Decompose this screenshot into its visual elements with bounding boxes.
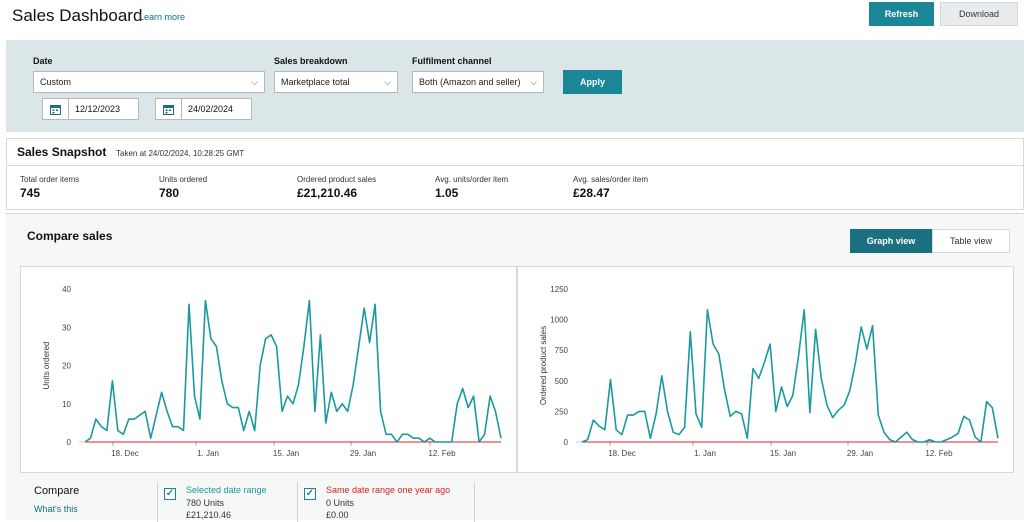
refresh-button[interactable]: Refresh [869,2,934,26]
graph-view-toggle[interactable]: Graph view [850,229,932,253]
snapshot-title: Sales Snapshot [17,145,107,159]
table-view-toggle[interactable]: Table view [932,229,1010,253]
sales-chart-svg: 0 250 500 750 1000 1250 Ordered product sales 1… [539,285,999,458]
metric-total-order-items: Total order items 745 [20,175,79,200]
date-select-value: Custom [40,77,72,87]
channel-select-value: Both (Amazon and seller) [419,77,521,87]
x-tick-label: 18. Dec [608,449,636,458]
legend-last-year[interactable]: ✓ Same date range one year ago 0 Units £… [297,482,475,522]
date-select[interactable]: Custom ⌵ [33,71,265,93]
legend-sales: £0.00 [326,510,349,520]
metric-label: Units ordered [159,175,208,184]
snapshot-header: Sales Snapshot Taken at 24/02/2024, 10:2… [7,139,1023,166]
x-tick-label: 18. Dec [111,449,139,458]
compare-sales-section: Compare sales Graph view Table view 0 10 2… [6,213,1024,522]
end-date-field[interactable]: 24/02/2024 [155,98,252,120]
series-line-selected [581,308,999,443]
calendar-icon[interactable] [43,99,69,119]
chevron-down-icon: ⌵ [384,77,391,87]
y-axis-label: Units ordered [42,341,51,389]
breakdown-select[interactable]: Marketplace total ⌵ [274,71,398,93]
chevron-down-icon: ⌵ [251,77,258,87]
y-tick-label: 500 [555,377,569,386]
units-ordered-chart: 0 10 20 30 40 Units ordered 18. Dec 1. Jan 15. J… [20,266,517,473]
units-chart-svg: 0 10 20 30 40 Units ordered 18. Dec 1. Jan 15. J… [42,285,502,458]
metric-avg-sales: Avg. sales/order item £28.47 [573,175,648,200]
legend-sales: £21,210.46 [186,510,232,520]
y-tick-label: 10 [62,400,71,409]
channel-select[interactable]: Both (Amazon and seller) ⌵ [412,71,544,93]
start-date-value: 12/12/2023 [75,104,121,114]
compare-label: Compare [34,485,80,497]
x-tick-label: 12. Feb [428,449,456,458]
page-title: Sales Dashboard [12,6,143,25]
y-axis-label: Ordered product sales [539,326,548,405]
metric-value: 1.05 [435,186,459,200]
metric-value: £28.47 [573,186,610,200]
calendar-icon[interactable] [156,99,182,119]
y-tick-label: 20 [62,362,71,371]
whats-this-link[interactable]: What's this [34,504,78,514]
legend-units: 0 Units [326,498,355,508]
x-tick-label: 12. Feb [925,449,953,458]
date-label: Date [33,56,53,66]
legend-name: Selected date range [186,485,267,495]
sales-snapshot: Sales Snapshot Taken at 24/02/2024, 10:2… [6,138,1024,210]
apply-button[interactable]: Apply [563,70,622,94]
metric-label: Avg. sales/order item [573,175,648,184]
y-tick-label: 1250 [550,285,568,294]
y-tick-label: 40 [62,285,71,294]
metric-label: Avg. units/order item [435,175,509,184]
legend-name: Same date range one year ago [326,485,451,495]
legend-selected-range[interactable]: ✓ Selected date range 780 Units £21,210.… [157,482,297,522]
metric-avg-units: Avg. units/order item 1.05 [435,175,508,200]
compare-sales-title: Compare sales [27,229,113,243]
filter-panel: Date Custom ⌵ 12/12/2023 24/02/2024 Sale… [6,40,1024,132]
x-tick-label: 1. Jan [694,449,716,458]
download-button[interactable]: Download [940,2,1018,26]
metric-label: Ordered product sales [297,175,377,184]
header: Sales Dashboard Learn more Refresh Downl… [0,0,1024,40]
metric-units-ordered: Units ordered 780 [159,175,207,200]
x-tick-label: 29. Jan [847,449,873,458]
metric-value: 780 [159,186,180,200]
channel-label: Fulfilment channel [412,56,492,66]
x-tick-label: 29. Jan [350,449,376,458]
series-line-selected [84,299,502,443]
y-tick-label: 0 [67,438,72,447]
start-date-field[interactable]: 12/12/2023 [42,98,139,120]
y-tick-label: 0 [564,438,569,447]
x-tick-label: 15. Jan [770,449,796,458]
x-tick-label: 15. Jan [273,449,299,458]
checkbox-checked-icon[interactable]: ✓ [304,488,316,500]
metric-label: Total order items [20,175,80,184]
checkbox-checked-icon[interactable]: ✓ [164,488,176,500]
y-tick-label: 30 [62,323,71,332]
chevron-down-icon: ⌵ [530,77,537,87]
metric-value: £21,210.46 [297,186,358,200]
breakdown-select-value: Marketplace total [281,77,350,87]
x-tick-label: 1. Jan [197,449,219,458]
legend-units: 780 Units [186,498,225,508]
metric-ordered-product-sales: Ordered product sales £21,210.46 [297,175,376,200]
end-date-value: 24/02/2024 [188,104,234,114]
y-tick-label: 1000 [550,316,568,325]
metric-value: 745 [20,186,41,200]
breakdown-label: Sales breakdown [274,56,348,66]
y-tick-label: 250 [555,407,569,416]
snapshot-timestamp: Taken at 24/02/2024, 10:28:25 GMT [116,149,245,158]
learn-more-link[interactable]: Learn more [139,12,186,22]
ordered-product-sales-chart: 0 250 500 750 1000 1250 Ordered product sales 1… [517,266,1014,473]
y-tick-label: 750 [555,346,569,355]
